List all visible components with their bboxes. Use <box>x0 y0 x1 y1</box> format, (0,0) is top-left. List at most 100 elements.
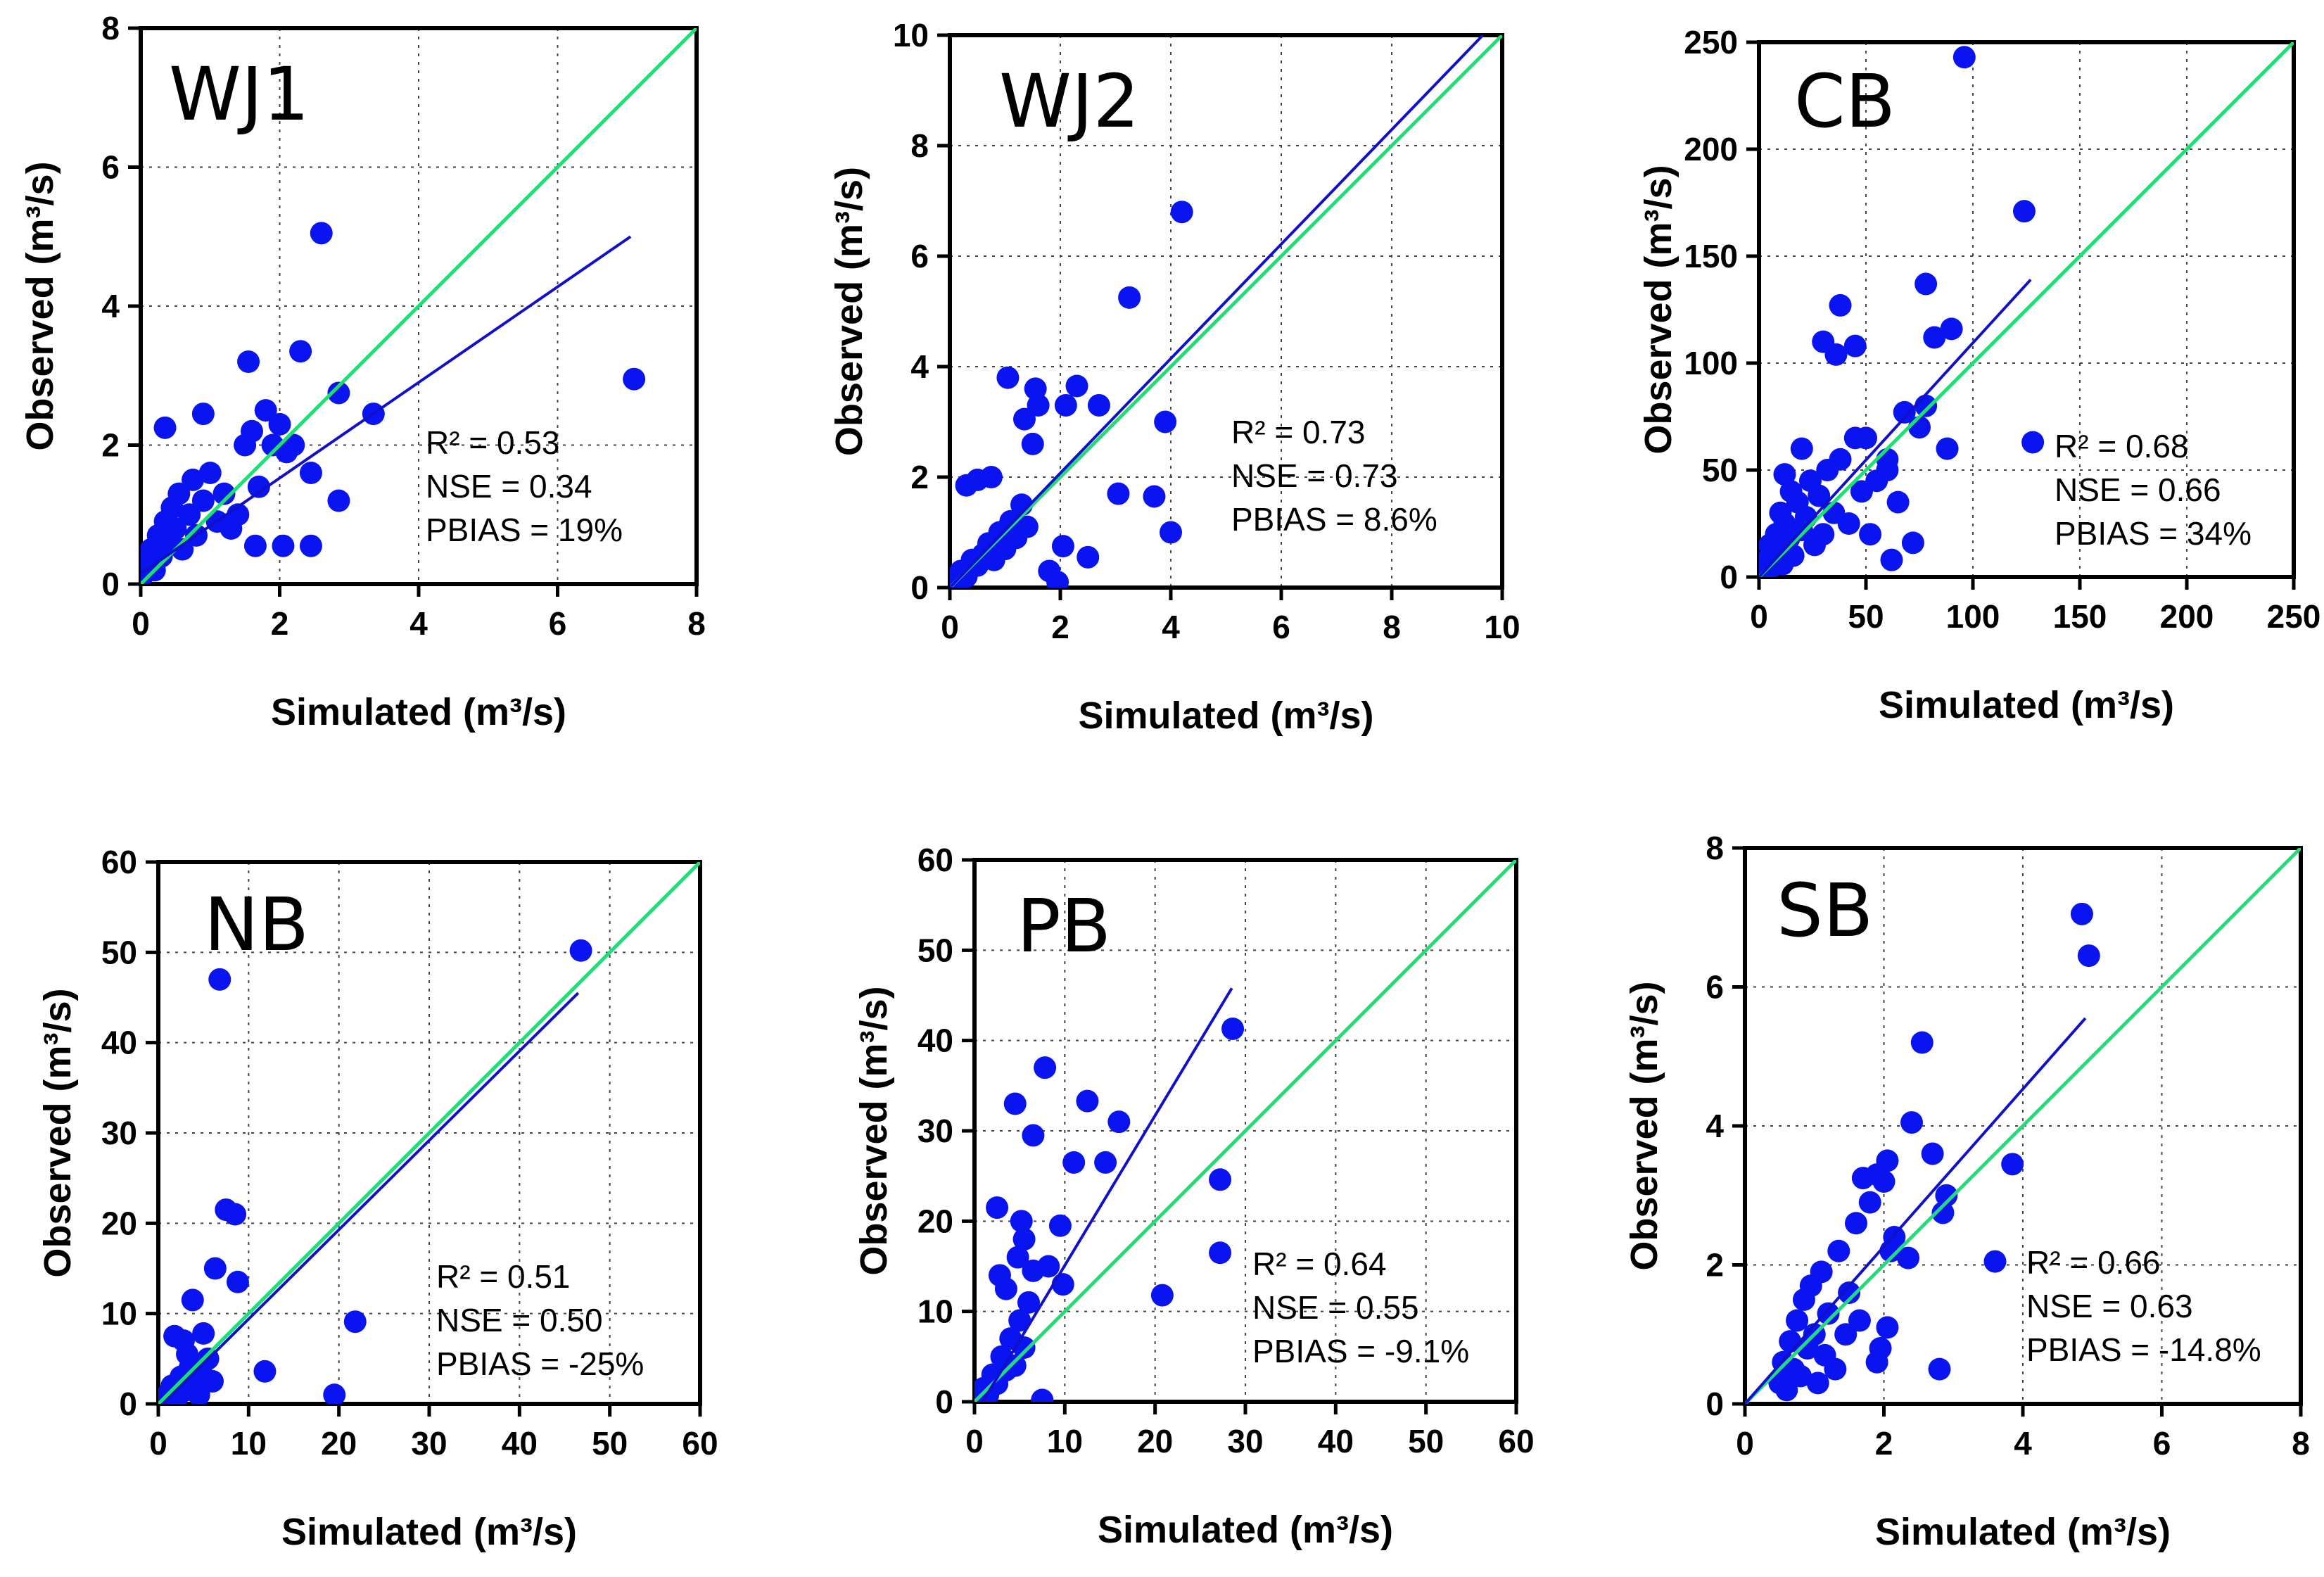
data-point <box>1915 394 1938 417</box>
y-tick-label: 10 <box>101 1296 137 1332</box>
stat-nse: NSE = 0.63 <box>2026 1288 2193 1324</box>
data-point <box>1834 1323 1858 1346</box>
data-point <box>299 534 322 557</box>
data-point <box>1983 1250 2007 1273</box>
stat-r2: R² = 0.66 <box>2026 1244 2161 1281</box>
y-axis-title: Observed (m³/s) <box>853 986 895 1275</box>
y-axis-title: Observed (m³/s) <box>37 988 79 1277</box>
y-tick-label: 8 <box>1706 830 1724 866</box>
data-point <box>241 419 263 443</box>
data-point <box>181 1288 204 1312</box>
x-tick-label: 6 <box>549 605 567 642</box>
data-point <box>237 350 260 373</box>
data-point <box>1901 531 1924 555</box>
x-axis-title: Simulated (m³/s) <box>1875 1511 2171 1553</box>
y-tick-label: 10 <box>917 1293 953 1330</box>
data-point <box>327 489 350 512</box>
data-point <box>1859 523 1882 546</box>
y-tick-label: 0 <box>1706 1386 1724 1422</box>
data-point <box>243 534 267 557</box>
y-tick-label: 250 <box>1684 24 1738 61</box>
data-point <box>208 968 231 991</box>
x-tick-label: 0 <box>965 1423 984 1459</box>
data-point <box>1160 521 1182 544</box>
data-point <box>2070 902 2093 925</box>
x-axis-title: Simulated (m³/s) <box>271 691 566 733</box>
data-point <box>1827 1239 1850 1262</box>
y-tick-label: 4 <box>101 288 120 324</box>
data-point <box>1915 272 1938 296</box>
x-tick-label: 4 <box>2014 1425 2032 1462</box>
data-point <box>323 1383 346 1404</box>
stat-r2: R² = 0.53 <box>426 424 560 461</box>
data-point <box>994 1277 1017 1300</box>
data-point <box>212 482 236 505</box>
data-point <box>1935 1184 1958 1207</box>
stat-r2: R² = 0.68 <box>2055 428 2189 464</box>
regression-line <box>950 35 1484 588</box>
y-tick-label: 30 <box>101 1115 137 1151</box>
data-point <box>1012 1228 1036 1250</box>
data-point <box>1786 1309 1809 1332</box>
data-point <box>1808 484 1831 507</box>
data-point <box>1012 407 1036 431</box>
data-point <box>1897 1246 1920 1269</box>
data-point <box>1077 545 1100 569</box>
data-point <box>1921 1142 1944 1165</box>
x-tick-label: 40 <box>502 1425 538 1462</box>
data-point <box>1065 374 1088 398</box>
data-point <box>203 1257 227 1280</box>
data-point <box>2001 1153 2024 1176</box>
stat-pbias: PBIAS = 19% <box>426 512 623 548</box>
y-tick-label: 4 <box>910 348 929 385</box>
y-tick-label: 40 <box>917 1022 953 1059</box>
data-point <box>2021 431 2045 454</box>
data-point <box>2077 944 2100 968</box>
stat-pbias: PBIAS = 8.6% <box>1231 501 1437 538</box>
y-axis-title: Observed (m³/s) <box>1623 981 1665 1270</box>
data-point <box>996 366 1020 389</box>
data-point <box>282 433 305 457</box>
y-tick-label: 2 <box>101 427 120 464</box>
stat-r2: R² = 0.73 <box>1231 414 1366 450</box>
data-point <box>1817 1302 1840 1325</box>
stat-pbias: PBIAS = -9.1% <box>1252 1333 1469 1369</box>
data-point <box>1003 1354 1027 1377</box>
x-tick-label: 0 <box>1736 1425 1754 1462</box>
data-point <box>623 367 646 391</box>
stat-nse: NSE = 0.66 <box>2055 471 2221 508</box>
data-point <box>1003 1092 1027 1115</box>
y-tick-label: 100 <box>1684 345 1738 381</box>
x-tick-label: 40 <box>1318 1423 1354 1459</box>
data-point <box>343 1310 367 1334</box>
y-tick-label: 20 <box>917 1203 953 1239</box>
x-tick-label: 8 <box>1383 609 1401 645</box>
x-tick-label: 0 <box>132 605 150 642</box>
data-point <box>1021 432 1044 455</box>
data-point <box>1872 1170 1896 1193</box>
x-tick-label: 6 <box>2153 1425 2171 1462</box>
panel-wj2: 0 2 4 6 8 10 0 2 4 6 8 10 Simulated (m³/s) Observed (… <box>828 17 1520 737</box>
y-tick-label: 50 <box>101 934 137 970</box>
stat-nse: NSE = 0.55 <box>1252 1289 1419 1326</box>
y-tick-label: 60 <box>917 842 953 878</box>
data-point <box>1773 463 1796 486</box>
data-point <box>1923 326 1946 349</box>
data-point <box>1076 1089 1099 1113</box>
x-tick-label: 0 <box>941 609 959 645</box>
data-point <box>327 381 350 405</box>
y-tick-label: 6 <box>1706 969 1724 1006</box>
x-tick-label: 0 <box>149 1425 167 1462</box>
data-point <box>164 517 187 540</box>
y-axis-title: Observed (m³/s) <box>828 167 870 456</box>
x-tick-label: 10 <box>231 1425 267 1462</box>
data-point <box>1054 393 1077 417</box>
data-point <box>1837 512 1860 535</box>
data-point <box>1107 1110 1131 1134</box>
data-point <box>1008 1309 1031 1332</box>
data-point <box>1931 1201 1955 1224</box>
data-point <box>1209 1168 1232 1191</box>
x-tick-label: 50 <box>592 1425 628 1462</box>
one-to-one-line <box>950 35 1502 588</box>
data-point <box>1855 426 1877 450</box>
